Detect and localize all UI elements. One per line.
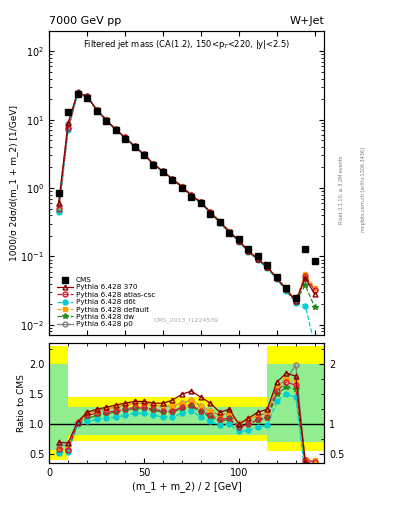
X-axis label: (m_1 + m_2) / 2 [GeV]: (m_1 + m_2) / 2 [GeV] bbox=[132, 481, 242, 492]
Legend: CMS, Pythia 6.428 370, Pythia 6.428 atlas-csc, Pythia 6.428 d6t, Pythia 6.428 de: CMS, Pythia 6.428 370, Pythia 6.428 atla… bbox=[55, 275, 156, 329]
Text: mcplots.cern.ch [arXiv:1306.3436]: mcplots.cern.ch [arXiv:1306.3436] bbox=[361, 147, 366, 232]
Y-axis label: 1000/σ 2dσ/d(m_1 + m_2) [1/GeV]: 1000/σ 2dσ/d(m_1 + m_2) [1/GeV] bbox=[9, 105, 18, 261]
Text: CMS_2013_I1224539: CMS_2013_I1224539 bbox=[154, 317, 219, 323]
Text: Filtered jet mass (CA(1.2), 150<p$_T$<220, |y|<2.5): Filtered jet mass (CA(1.2), 150<p$_T$<22… bbox=[83, 38, 290, 51]
Text: Rivet 3.1.10, ≥ 3.2M events: Rivet 3.1.10, ≥ 3.2M events bbox=[339, 155, 343, 224]
Text: 7000 GeV pp: 7000 GeV pp bbox=[49, 16, 121, 26]
Text: W+Jet: W+Jet bbox=[289, 16, 324, 26]
Y-axis label: Ratio to CMS: Ratio to CMS bbox=[17, 374, 26, 432]
